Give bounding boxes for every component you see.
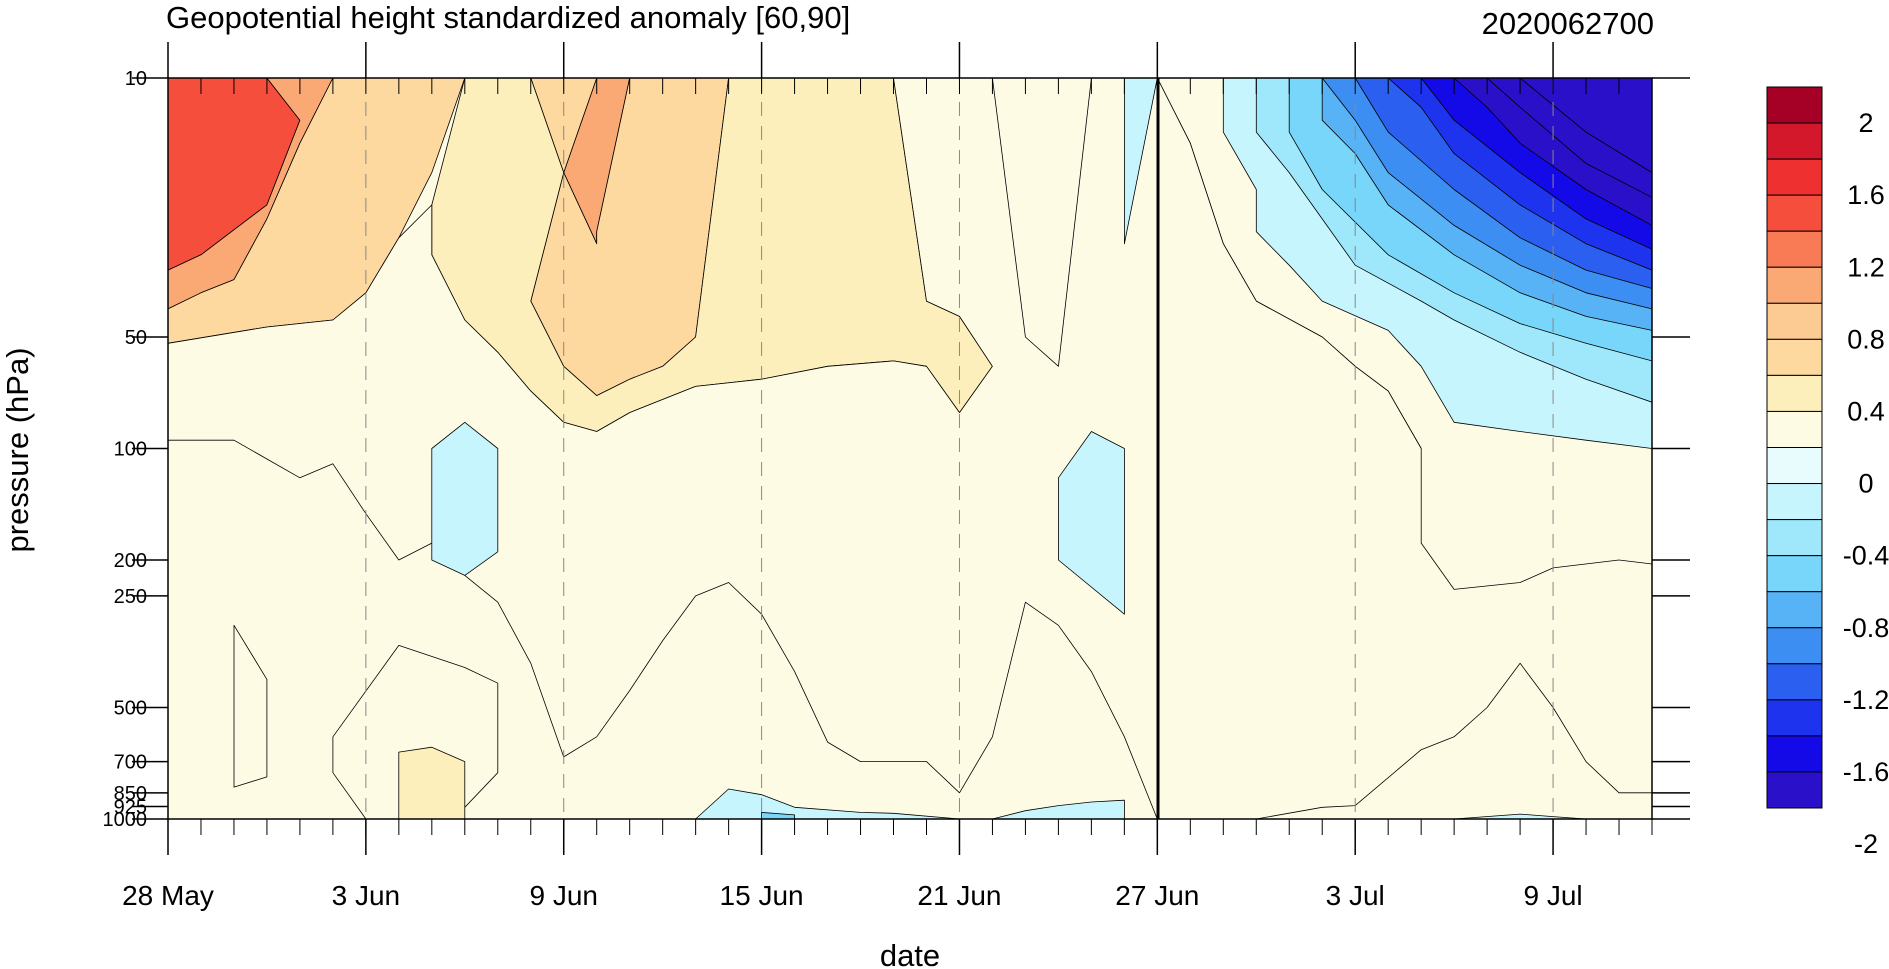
run-label: 2020062700 bbox=[1482, 6, 1654, 41]
colorbar-swatch bbox=[1766, 555, 1823, 593]
colorbar-swatch bbox=[1766, 699, 1823, 737]
y-axis-label: pressure (hPa) bbox=[0, 347, 35, 552]
y-tick-label: 700 bbox=[114, 752, 147, 774]
colorbar: 2 1.6 1.2 0.8 0.4 0 -0.4 -0.8 -1.2 -1.6 -2 bbox=[1766, 86, 1889, 859]
colorbar-swatch bbox=[1766, 519, 1823, 557]
x-tick-label: 21 Jun bbox=[917, 880, 1001, 911]
colorbar-label: 0 bbox=[1858, 469, 1873, 499]
colorbar-swatch bbox=[1766, 158, 1823, 196]
colorbar-label: -1.2 bbox=[1843, 685, 1889, 715]
contour-band-9 bbox=[233, 624, 268, 788]
y-tick-label: 500 bbox=[114, 697, 147, 719]
colorbar-swatch bbox=[1766, 338, 1823, 376]
colorbar-swatch bbox=[1766, 194, 1823, 232]
colorbar-swatch bbox=[1766, 410, 1823, 449]
y-tick-label: 100 bbox=[114, 439, 147, 461]
colorbar-label: 2 bbox=[1858, 108, 1873, 138]
x-tick-label: 27 Jun bbox=[1115, 880, 1199, 911]
colorbar-swatch bbox=[1766, 447, 1823, 485]
colorbar-swatch bbox=[1766, 483, 1823, 521]
y-tick-label: 250 bbox=[114, 586, 147, 608]
colorbar-label: 1.2 bbox=[1847, 252, 1885, 282]
colorbar-swatch bbox=[1766, 266, 1823, 304]
colorbar-swatch bbox=[1766, 627, 1823, 665]
colorbar-label: -1.6 bbox=[1843, 757, 1889, 787]
colorbar-swatch bbox=[1766, 663, 1823, 701]
colorbar-label: 0.8 bbox=[1847, 324, 1885, 354]
y-tick-label: 50 bbox=[125, 327, 147, 349]
colorbar-swatch bbox=[1766, 374, 1823, 412]
colorbar-label: -2 bbox=[1854, 829, 1878, 859]
colorbar-label: 0.4 bbox=[1847, 396, 1885, 426]
colorbar-swatch bbox=[1766, 230, 1823, 268]
contour-band-11 bbox=[398, 746, 466, 820]
plot-area bbox=[167, 77, 1653, 820]
y-tick-label: 10 bbox=[125, 68, 147, 90]
x-tick-label: 9 Jun bbox=[529, 880, 598, 911]
x-axis: 28 May 3 Jun 9 Jun 15 Jun 21 Jun 27 Jun 3 Jul 9… bbox=[122, 42, 1653, 911]
colorbar-swatch bbox=[1766, 735, 1823, 773]
plot-gridlines bbox=[365, 78, 1554, 819]
colorbar-label: 1.6 bbox=[1847, 180, 1885, 210]
y-tick-label: 850 bbox=[114, 783, 147, 805]
y-tick-label: 1000 bbox=[103, 809, 148, 831]
colorbar-swatch bbox=[1766, 771, 1823, 809]
colorbar-swatch bbox=[1766, 302, 1823, 340]
colorbar-swatch bbox=[1766, 122, 1823, 160]
x-tick-label: 15 Jun bbox=[720, 880, 804, 911]
x-tick-label: 3 Jun bbox=[332, 880, 401, 911]
x-tick-label: 28 May bbox=[122, 880, 214, 911]
y-tick-label: 925 bbox=[114, 796, 147, 818]
y-tick-label: 200 bbox=[114, 550, 147, 572]
x-tick-label: 3 Jul bbox=[1326, 880, 1385, 911]
colorbar-label: -0.8 bbox=[1843, 613, 1889, 643]
colorbar-swatch bbox=[1766, 591, 1823, 629]
chart-title: Geopotential height standardized anomaly… bbox=[166, 0, 850, 35]
contour-band-13 bbox=[1058, 431, 1125, 615]
x-axis-label: date bbox=[880, 938, 940, 969]
x-tick-label: 9 Jul bbox=[1523, 880, 1582, 911]
contour-band-12 bbox=[431, 421, 499, 576]
colorbar-swatch bbox=[1766, 86, 1823, 124]
colorbar-label: -0.4 bbox=[1843, 541, 1889, 571]
